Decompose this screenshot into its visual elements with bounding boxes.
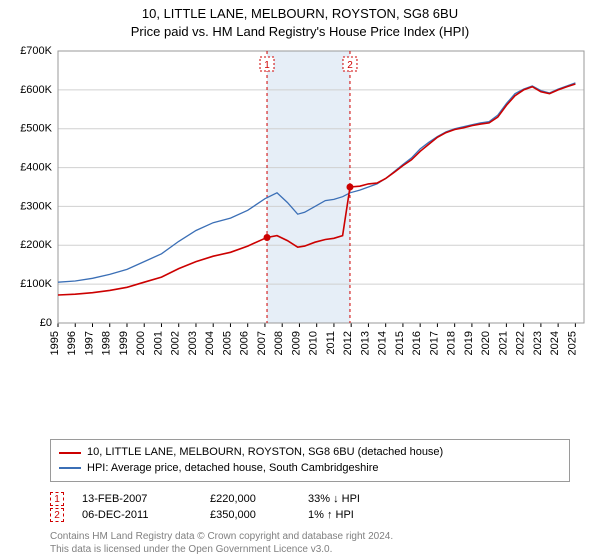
svg-text:2025: 2025 [566,331,578,355]
svg-text:£200K: £200K [20,239,52,251]
svg-text:2008: 2008 [273,331,285,355]
legend-swatch-property [59,452,81,454]
svg-text:2021: 2021 [497,331,509,355]
sale-price: £350,000 [210,509,290,521]
svg-text:2016: 2016 [411,331,423,355]
svg-text:2001: 2001 [152,331,164,355]
legend-label-hpi: HPI: Average price, detached house, Sout… [87,461,378,476]
svg-text:1997: 1997 [83,331,95,355]
svg-text:£300K: £300K [20,201,52,213]
svg-text:2012: 2012 [342,331,354,355]
svg-text:2010: 2010 [308,331,320,355]
svg-text:2009: 2009 [290,331,302,355]
svg-text:2019: 2019 [463,331,475,355]
svg-text:1999: 1999 [118,331,130,355]
svg-text:2: 2 [347,60,353,71]
svg-text:1996: 1996 [66,331,78,355]
svg-text:2011: 2011 [325,331,337,355]
svg-text:£0: £0 [40,317,52,329]
sale-marker-1: 1 [50,492,64,506]
svg-text:2014: 2014 [377,331,389,355]
sale-row: 2 06-DEC-2011 £350,000 1% ↑ HPI [50,508,570,522]
attribution-line: Contains HM Land Registry data © Crown c… [50,530,570,543]
svg-text:£400K: £400K [20,162,52,174]
svg-text:£600K: £600K [20,84,52,96]
chart-subtitle: Price paid vs. HM Land Registry's House … [10,24,590,39]
svg-text:2017: 2017 [428,331,440,355]
svg-text:2020: 2020 [480,331,492,355]
svg-text:£100K: £100K [20,278,52,290]
svg-text:2024: 2024 [549,331,561,355]
svg-text:£700K: £700K [20,45,52,57]
sale-delta: 1% ↑ HPI [308,509,398,521]
svg-text:£500K: £500K [20,123,52,135]
svg-text:2023: 2023 [532,331,544,355]
svg-text:2018: 2018 [446,331,458,355]
legend-swatch-hpi [59,467,81,469]
chart-svg: £0 £100K £200K £300K £400K £500K £600K £700K 199… [10,45,590,365]
legend: 10, LITTLE LANE, MELBOURN, ROYSTON, SG8 … [50,439,570,482]
svg-text:2006: 2006 [239,331,251,355]
svg-text:2004: 2004 [204,331,216,355]
svg-text:1998: 1998 [101,331,113,355]
svg-text:1995: 1995 [49,331,61,355]
chart-title: 10, LITTLE LANE, MELBOURN, ROYSTON, SG8 … [10,6,590,22]
sales-table: 1 13-FEB-2007 £220,000 33% ↓ HPI 2 06-DE… [50,490,570,524]
sale-row: 1 13-FEB-2007 £220,000 33% ↓ HPI [50,492,570,506]
chart-plot: £0 £100K £200K £300K £400K £500K £600K £700K 199… [10,45,590,433]
svg-text:2003: 2003 [187,331,199,355]
legend-item-property: 10, LITTLE LANE, MELBOURN, ROYSTON, SG8 … [59,445,561,460]
attribution: Contains HM Land Registry data © Crown c… [50,530,570,556]
svg-text:2005: 2005 [221,331,233,355]
sale-marker-2: 2 [50,508,64,522]
legend-item-hpi: HPI: Average price, detached house, Sout… [59,461,561,476]
svg-text:2000: 2000 [135,331,147,355]
sale-date: 06-DEC-2011 [82,509,192,521]
legend-label-property: 10, LITTLE LANE, MELBOURN, ROYSTON, SG8 … [87,445,443,460]
svg-text:1: 1 [264,60,270,71]
svg-text:2002: 2002 [170,331,182,355]
svg-text:2015: 2015 [394,331,406,355]
svg-text:2013: 2013 [359,331,371,355]
svg-text:2007: 2007 [256,331,268,355]
svg-text:2022: 2022 [515,331,527,355]
sale-delta: 33% ↓ HPI [308,493,398,505]
chart-container: 10, LITTLE LANE, MELBOURN, ROYSTON, SG8 … [0,0,600,560]
sale-date: 13-FEB-2007 [82,493,192,505]
attribution-line: This data is licensed under the Open Gov… [50,543,570,556]
sale-price: £220,000 [210,493,290,505]
